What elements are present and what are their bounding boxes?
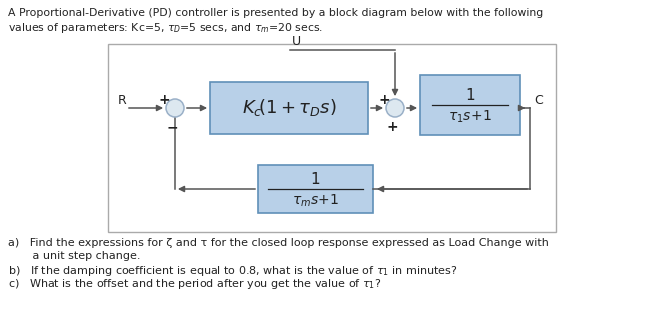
Text: +: +	[386, 120, 398, 134]
Text: C: C	[534, 94, 542, 107]
Text: a)   Find the expressions for ζ and τ for the closed loop response expressed as : a) Find the expressions for ζ and τ for …	[8, 238, 549, 248]
Text: +: +	[158, 93, 170, 107]
Bar	[258, 165, 373, 213]
Text: −: −	[166, 120, 178, 134]
Text: c)   What is the offset and the period after you get the value of $\tau_1$?: c) What is the offset and the period aft…	[8, 277, 381, 291]
Text: $\tau_m s\!+\!1$: $\tau_m s\!+\!1$	[291, 193, 339, 209]
Text: U: U	[292, 35, 301, 48]
Text: R: R	[118, 94, 127, 107]
Circle shape	[386, 99, 404, 117]
Text: b)   If the damping coefficient is equal to 0.8, what is the value of $\tau_1$ i: b) If the damping coefficient is equal t…	[8, 264, 457, 278]
Bar	[420, 75, 520, 135]
Text: 1: 1	[465, 88, 475, 104]
Text: $K_c\!\left(1+\tau_D s\right)$: $K_c\!\left(1+\tau_D s\right)$	[242, 98, 337, 118]
Text: values of parameters: Kc=5, $\tau_D$=5 secs, and $\tau_m$=20 secs.: values of parameters: Kc=5, $\tau_D$=5 s…	[8, 21, 323, 35]
Text: 1: 1	[311, 172, 320, 188]
Bar	[108, 44, 556, 232]
Text: $\tau_1 s\!+\!1$: $\tau_1 s\!+\!1$	[448, 109, 492, 125]
Text: a unit step change.: a unit step change.	[8, 251, 141, 261]
Text: +: +	[378, 93, 390, 107]
Circle shape	[166, 99, 184, 117]
Text: A Proportional-Derivative (PD) controller is presented by a block diagram below : A Proportional-Derivative (PD) controlle…	[8, 8, 543, 18]
Bar	[210, 82, 368, 134]
